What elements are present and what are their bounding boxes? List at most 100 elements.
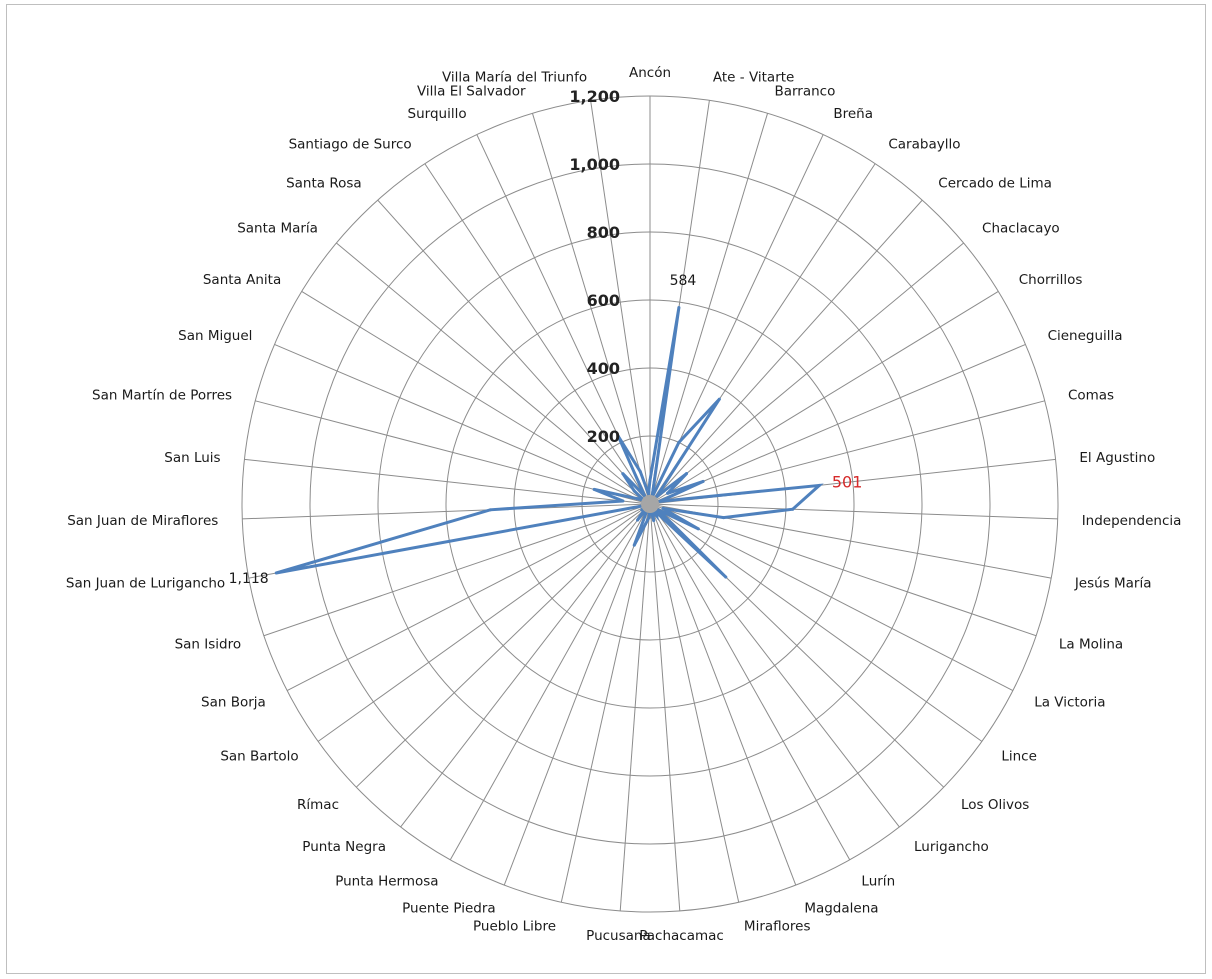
category-label: Santa María bbox=[237, 221, 318, 237]
data-point bbox=[648, 478, 652, 482]
data-point bbox=[791, 507, 795, 511]
data-point bbox=[655, 514, 659, 518]
data-label: 584 bbox=[670, 273, 697, 289]
data-label: 501 bbox=[832, 472, 863, 491]
data-point bbox=[632, 543, 636, 547]
grid-spoke bbox=[317, 503, 651, 742]
data-point bbox=[685, 472, 689, 476]
data-point bbox=[644, 522, 648, 526]
category-label: Surquillo bbox=[408, 106, 467, 122]
category-label: Comas bbox=[1068, 388, 1114, 404]
category-label: Los Olivos bbox=[961, 797, 1029, 813]
data-point bbox=[722, 516, 726, 520]
axis-tick-label: 200 bbox=[587, 427, 620, 446]
axis-tick-label: 800 bbox=[587, 223, 620, 242]
grid-spoke bbox=[424, 163, 651, 505]
category-label: Magdalena bbox=[804, 900, 878, 916]
grid-spoke bbox=[244, 458, 651, 505]
category-label: San Borja bbox=[201, 695, 266, 711]
data-point bbox=[717, 397, 721, 401]
category-label: Pucusana bbox=[586, 928, 651, 944]
category-label: Santa Anita bbox=[203, 272, 281, 288]
grid-spoke bbox=[286, 503, 651, 691]
center-hub bbox=[641, 495, 659, 513]
grid-spoke bbox=[649, 503, 740, 903]
category-label: El Agustino bbox=[1079, 450, 1155, 466]
grid-spoke bbox=[649, 242, 964, 505]
grid-spoke bbox=[649, 199, 923, 505]
grid-spoke bbox=[355, 503, 651, 788]
category-label: Miraflores bbox=[744, 919, 811, 935]
data-point bbox=[632, 489, 636, 493]
grid-spoke bbox=[590, 100, 651, 505]
grid-spoke bbox=[649, 503, 900, 828]
series-line-1 bbox=[275, 307, 824, 579]
data-point bbox=[642, 493, 646, 497]
category-label: Punta Hermosa bbox=[335, 874, 438, 890]
data-label: 1,118 bbox=[229, 571, 269, 587]
category-label: Independencia bbox=[1082, 513, 1182, 529]
grid-spoke bbox=[560, 503, 651, 903]
grid-spoke bbox=[649, 503, 1014, 691]
category-label: Lurín bbox=[861, 874, 895, 890]
grid-spoke bbox=[503, 503, 651, 886]
data-point bbox=[635, 497, 639, 501]
category-label: Villa El Salvador bbox=[417, 83, 526, 99]
category-label: Punta Negra bbox=[302, 839, 386, 855]
axis-tick-label: 1,000 bbox=[569, 155, 620, 174]
data-point bbox=[654, 510, 658, 514]
grid-spoke bbox=[649, 503, 797, 886]
category-label: Villa María del Triunfo bbox=[442, 70, 587, 86]
data-point bbox=[724, 575, 728, 579]
category-label: Breña bbox=[833, 106, 873, 122]
grid-spoke bbox=[531, 113, 651, 505]
data-point bbox=[647, 516, 651, 520]
axis-tick-label: 1,200 bbox=[569, 87, 620, 106]
data-point bbox=[661, 506, 665, 510]
category-label: Pachacamac bbox=[639, 928, 724, 944]
data-point bbox=[636, 518, 640, 522]
data-point bbox=[647, 492, 651, 496]
grid-spoke bbox=[649, 400, 1045, 505]
grid-spoke bbox=[242, 503, 651, 520]
grid-spoke bbox=[336, 242, 651, 505]
category-label: Barranco bbox=[774, 83, 835, 99]
data-point bbox=[696, 527, 700, 531]
data-point bbox=[592, 487, 596, 491]
grid-spoke bbox=[263, 503, 651, 637]
category-label: Ate - Vitarte bbox=[713, 70, 794, 86]
data-point bbox=[621, 472, 625, 476]
grid-spoke bbox=[649, 113, 769, 505]
category-label: Jesús María bbox=[1074, 575, 1152, 591]
data-point bbox=[488, 508, 492, 512]
data-point bbox=[817, 483, 821, 487]
category-label: Chaclacayo bbox=[982, 221, 1060, 237]
category-label: Puente Piedra bbox=[402, 900, 496, 916]
grid-spoke bbox=[649, 503, 1058, 520]
category-label: Carabayllo bbox=[888, 137, 960, 153]
category-label: La Molina bbox=[1059, 636, 1123, 652]
category-label: San Martín de Porres bbox=[92, 388, 232, 404]
grid-spoke bbox=[274, 343, 651, 505]
category-label: Rímac bbox=[297, 797, 339, 813]
data-point bbox=[665, 491, 669, 495]
category-label: Santiago de Surco bbox=[289, 137, 412, 153]
data-point bbox=[616, 434, 620, 438]
category-label: San Luis bbox=[164, 450, 220, 466]
grid-spoke bbox=[649, 503, 851, 861]
grid-spoke bbox=[619, 503, 651, 911]
grid-spoke bbox=[649, 291, 999, 505]
data-point bbox=[677, 306, 681, 310]
category-label: Lurigancho bbox=[914, 839, 989, 855]
category-label: San Juan de Miraflores bbox=[67, 513, 218, 529]
category-label: Santa Rosa bbox=[286, 175, 362, 191]
chart-frame bbox=[6, 4, 1206, 974]
category-label: San Juan de Lurigancho bbox=[66, 575, 225, 591]
axis-tick-label: 600 bbox=[587, 291, 620, 310]
grid-spoke bbox=[255, 400, 651, 505]
category-label: Cercado de Lima bbox=[938, 175, 1052, 191]
category-label: Chorrillos bbox=[1019, 272, 1083, 288]
grid-spoke bbox=[377, 199, 651, 505]
grid-spoke bbox=[649, 503, 1037, 637]
